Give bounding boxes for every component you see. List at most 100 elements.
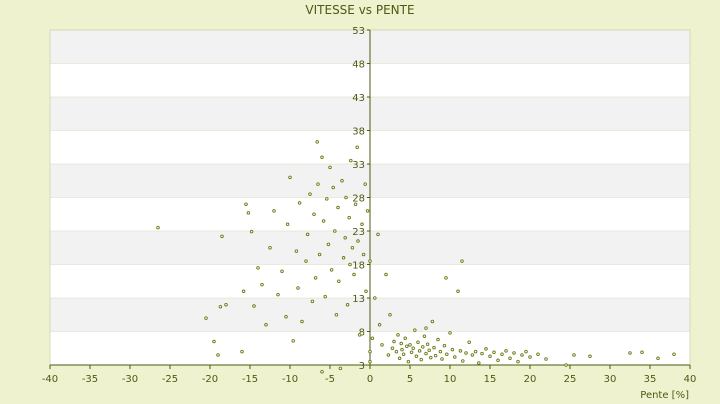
data-point (356, 146, 359, 149)
data-point (285, 315, 288, 318)
data-point (369, 260, 372, 263)
data-point (257, 267, 260, 270)
data-point (449, 332, 452, 335)
y-tick-label: 33 (352, 160, 365, 171)
data-point (377, 233, 380, 236)
data-point (362, 253, 365, 256)
data-point (468, 341, 471, 344)
data-point (521, 354, 524, 357)
x-axis-ticks: -40 -35 -30 -25 -20 -15 -10 -5 0 5 10 15 20 25 30 35 40 (42, 365, 697, 385)
data-point (354, 203, 357, 206)
data-point (418, 350, 421, 353)
data-point (423, 335, 426, 338)
x-tick-label: -30 (122, 374, 138, 385)
y-tick-label: 43 (352, 93, 365, 104)
data-point (673, 353, 676, 356)
y-tick-label: 28 (352, 194, 365, 205)
data-point (474, 350, 477, 353)
data-point (326, 198, 329, 201)
data-point (465, 352, 468, 355)
y-tick-label: 53 (352, 26, 365, 37)
data-point (481, 352, 484, 355)
data-point (400, 342, 403, 345)
x-tick-label: -25 (162, 374, 178, 385)
data-point (395, 350, 398, 353)
data-point (428, 349, 431, 352)
data-point (348, 216, 351, 219)
y-tick-label: 38 (352, 127, 365, 138)
data-point (422, 346, 425, 349)
x-tick-label: 40 (684, 374, 697, 385)
data-point (219, 305, 222, 308)
data-point (242, 290, 245, 293)
data-point (369, 360, 372, 363)
x-tick-label: 10 (444, 374, 457, 385)
data-point (369, 350, 372, 353)
data-point (364, 183, 367, 186)
data-point (349, 263, 352, 266)
data-point (657, 357, 660, 360)
data-point (322, 220, 325, 223)
data-point (433, 346, 436, 349)
y-tick-label: 3 (359, 361, 365, 372)
data-point (341, 179, 344, 182)
data-point (314, 277, 317, 280)
data-point (485, 348, 488, 351)
data-point (641, 351, 644, 354)
data-point (281, 270, 284, 273)
data-point (478, 362, 481, 365)
y-tick-label: 8 (359, 328, 365, 339)
data-point (321, 156, 324, 159)
data-point (311, 300, 314, 303)
x-tick-label: -35 (82, 374, 98, 385)
data-point (497, 359, 500, 362)
data-point (398, 357, 401, 360)
data-point (493, 351, 496, 354)
data-point (441, 358, 444, 361)
data-point (353, 273, 356, 276)
data-point (437, 338, 440, 341)
data-point (358, 334, 361, 337)
data-point (247, 212, 250, 215)
data-point (412, 347, 415, 350)
data-point (305, 260, 308, 263)
x-tick-label: 30 (604, 374, 617, 385)
data-point (457, 290, 460, 293)
data-point (509, 357, 512, 360)
data-point (318, 253, 321, 256)
data-point (414, 329, 417, 332)
data-point (374, 297, 377, 300)
data-point (245, 203, 248, 206)
data-point (241, 350, 244, 353)
data-point (529, 356, 532, 359)
data-point (409, 344, 412, 347)
data-point (265, 324, 268, 327)
data-point (443, 344, 446, 347)
data-point (225, 303, 228, 306)
data-point (332, 186, 335, 189)
data-point (321, 370, 324, 373)
x-tick-label: 5 (407, 374, 413, 385)
data-point (425, 352, 428, 355)
data-point (385, 273, 388, 276)
data-point (389, 313, 392, 316)
data-point (589, 355, 592, 358)
data-point (401, 348, 404, 351)
data-point (277, 293, 280, 296)
data-point (330, 269, 333, 272)
data-point (513, 352, 516, 355)
data-point (366, 210, 369, 213)
data-point (426, 343, 429, 346)
data-point (489, 355, 492, 358)
data-point (350, 159, 353, 162)
y-tick-label: 48 (352, 60, 365, 71)
data-point (459, 350, 462, 353)
data-point (402, 353, 405, 356)
x-axis-title: Pente [%] (640, 390, 689, 400)
data-point (462, 360, 465, 363)
x-tick-label: 20 (524, 374, 537, 385)
x-tick-label: -40 (42, 374, 58, 385)
data-point (565, 364, 568, 367)
